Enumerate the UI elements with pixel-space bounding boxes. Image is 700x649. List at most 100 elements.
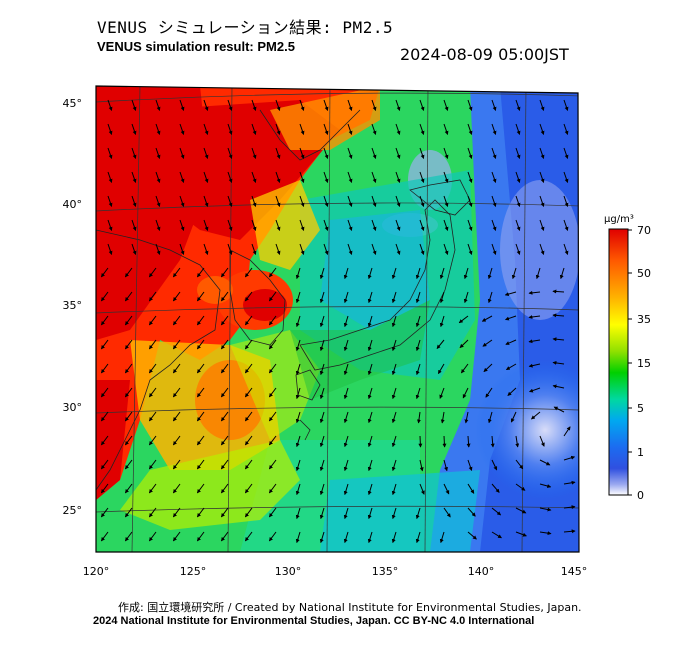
wind-arrow <box>125 507 133 518</box>
wind-arrow <box>343 387 349 400</box>
wind-arrow <box>179 99 185 112</box>
wind-arrow <box>295 315 301 328</box>
wind-arrow <box>439 387 445 399</box>
wind-arrow <box>172 387 181 398</box>
wind-arrow <box>371 243 377 256</box>
wind-arrow <box>515 531 527 537</box>
wind-arrow <box>101 291 109 302</box>
wind-arrow <box>131 243 137 256</box>
colorbar <box>608 228 629 496</box>
wind-arrow <box>443 99 449 112</box>
wind-arrow <box>563 426 571 437</box>
wind-arrow <box>415 531 421 544</box>
wind-arrow <box>268 411 277 422</box>
wind-arrow <box>251 123 257 136</box>
wind-arrow <box>459 339 469 349</box>
wind-arrow <box>467 243 473 256</box>
lon-tick-label: 145° <box>561 565 588 578</box>
wind-arrow <box>439 315 445 328</box>
wind-arrow <box>295 411 301 424</box>
wind-arrow <box>511 267 517 280</box>
wind-arrow <box>179 147 185 160</box>
wind-arrow <box>220 411 229 422</box>
wind-arrow <box>268 267 277 278</box>
wind-arrow <box>415 387 421 400</box>
wind-arrow <box>295 507 301 520</box>
wind-arrow <box>244 507 253 518</box>
wind-arrow <box>107 195 113 208</box>
wind-arrow <box>295 339 301 352</box>
wind-arrow <box>343 411 349 424</box>
wind-arrow <box>172 291 181 302</box>
wind-arrow <box>148 435 157 446</box>
wind-arrow <box>528 290 541 295</box>
wind-arrow <box>148 363 157 374</box>
wind-arrow <box>299 99 305 112</box>
wind-arrow <box>419 171 425 184</box>
wind-arrow <box>319 483 325 496</box>
wind-arrow <box>347 147 353 160</box>
wind-arrow <box>539 459 551 466</box>
wind-arrow <box>463 291 469 304</box>
wind-arrow <box>443 123 449 136</box>
wind-arrow <box>539 195 545 208</box>
wind-arrow <box>391 435 397 448</box>
wind-arrow <box>343 339 349 352</box>
colorbar-tick-label: 0 <box>637 489 644 502</box>
wind-arrow <box>107 243 113 256</box>
wind-arrow <box>491 219 497 232</box>
wind-arrow <box>515 147 521 160</box>
coastlines <box>96 109 471 491</box>
wind-arrow <box>395 99 401 112</box>
wind-arrow <box>155 99 161 112</box>
wind-arrow <box>467 147 473 160</box>
wind-arrow <box>295 435 301 448</box>
wind-arrow <box>367 435 373 448</box>
wind-arrow <box>515 483 526 491</box>
wind-arrow <box>319 387 325 400</box>
wind-arrow <box>319 291 325 304</box>
wind-arrow <box>196 459 205 470</box>
lon-tick-label: 125° <box>180 565 207 578</box>
wind-arrow <box>244 339 253 350</box>
wind-arrow <box>563 123 569 136</box>
wind-arrow <box>491 123 497 136</box>
wind-arrow <box>491 507 502 516</box>
wind-arrow <box>125 435 133 446</box>
wind-arrow <box>323 99 329 112</box>
wind-arrow <box>172 483 181 494</box>
wind-arrow <box>268 435 277 446</box>
wind-arrow <box>530 411 541 420</box>
wind-arrow <box>323 243 329 256</box>
wind-arrow <box>220 387 229 398</box>
colorbar-tick-label: 15 <box>637 357 651 370</box>
wind-arrow <box>275 171 281 184</box>
wind-arrow <box>505 339 517 345</box>
wind-arrow <box>251 171 257 184</box>
wind-arrow <box>275 243 281 256</box>
wind-arrow <box>343 363 349 376</box>
wind-arrow <box>395 195 401 208</box>
wind-arrow <box>155 219 161 232</box>
wind-arrow <box>415 363 421 376</box>
wind-arrow <box>552 313 565 318</box>
wind-arrow <box>467 195 473 208</box>
wind-arrow <box>487 291 493 304</box>
wind-arrow <box>203 99 209 112</box>
title-japanese: VENUS シミュレーション結果: PM2.5 <box>97 18 394 37</box>
wind-arrow <box>319 459 325 472</box>
wind-arrow <box>268 531 277 542</box>
wind-arrow <box>491 243 497 256</box>
wind-arrow <box>172 267 181 278</box>
wind-arrow <box>131 171 137 184</box>
wind-arrow <box>443 243 449 256</box>
wind-arrow <box>227 171 233 184</box>
wind-arrow <box>467 483 475 494</box>
wind-arrow <box>220 291 229 302</box>
wind-arrow <box>131 147 137 160</box>
wind-arrow <box>391 483 397 496</box>
wind-arrow <box>172 459 181 470</box>
wind-arrow <box>148 387 157 398</box>
wind-arrow <box>504 291 517 297</box>
wind-arrow <box>563 505 576 510</box>
